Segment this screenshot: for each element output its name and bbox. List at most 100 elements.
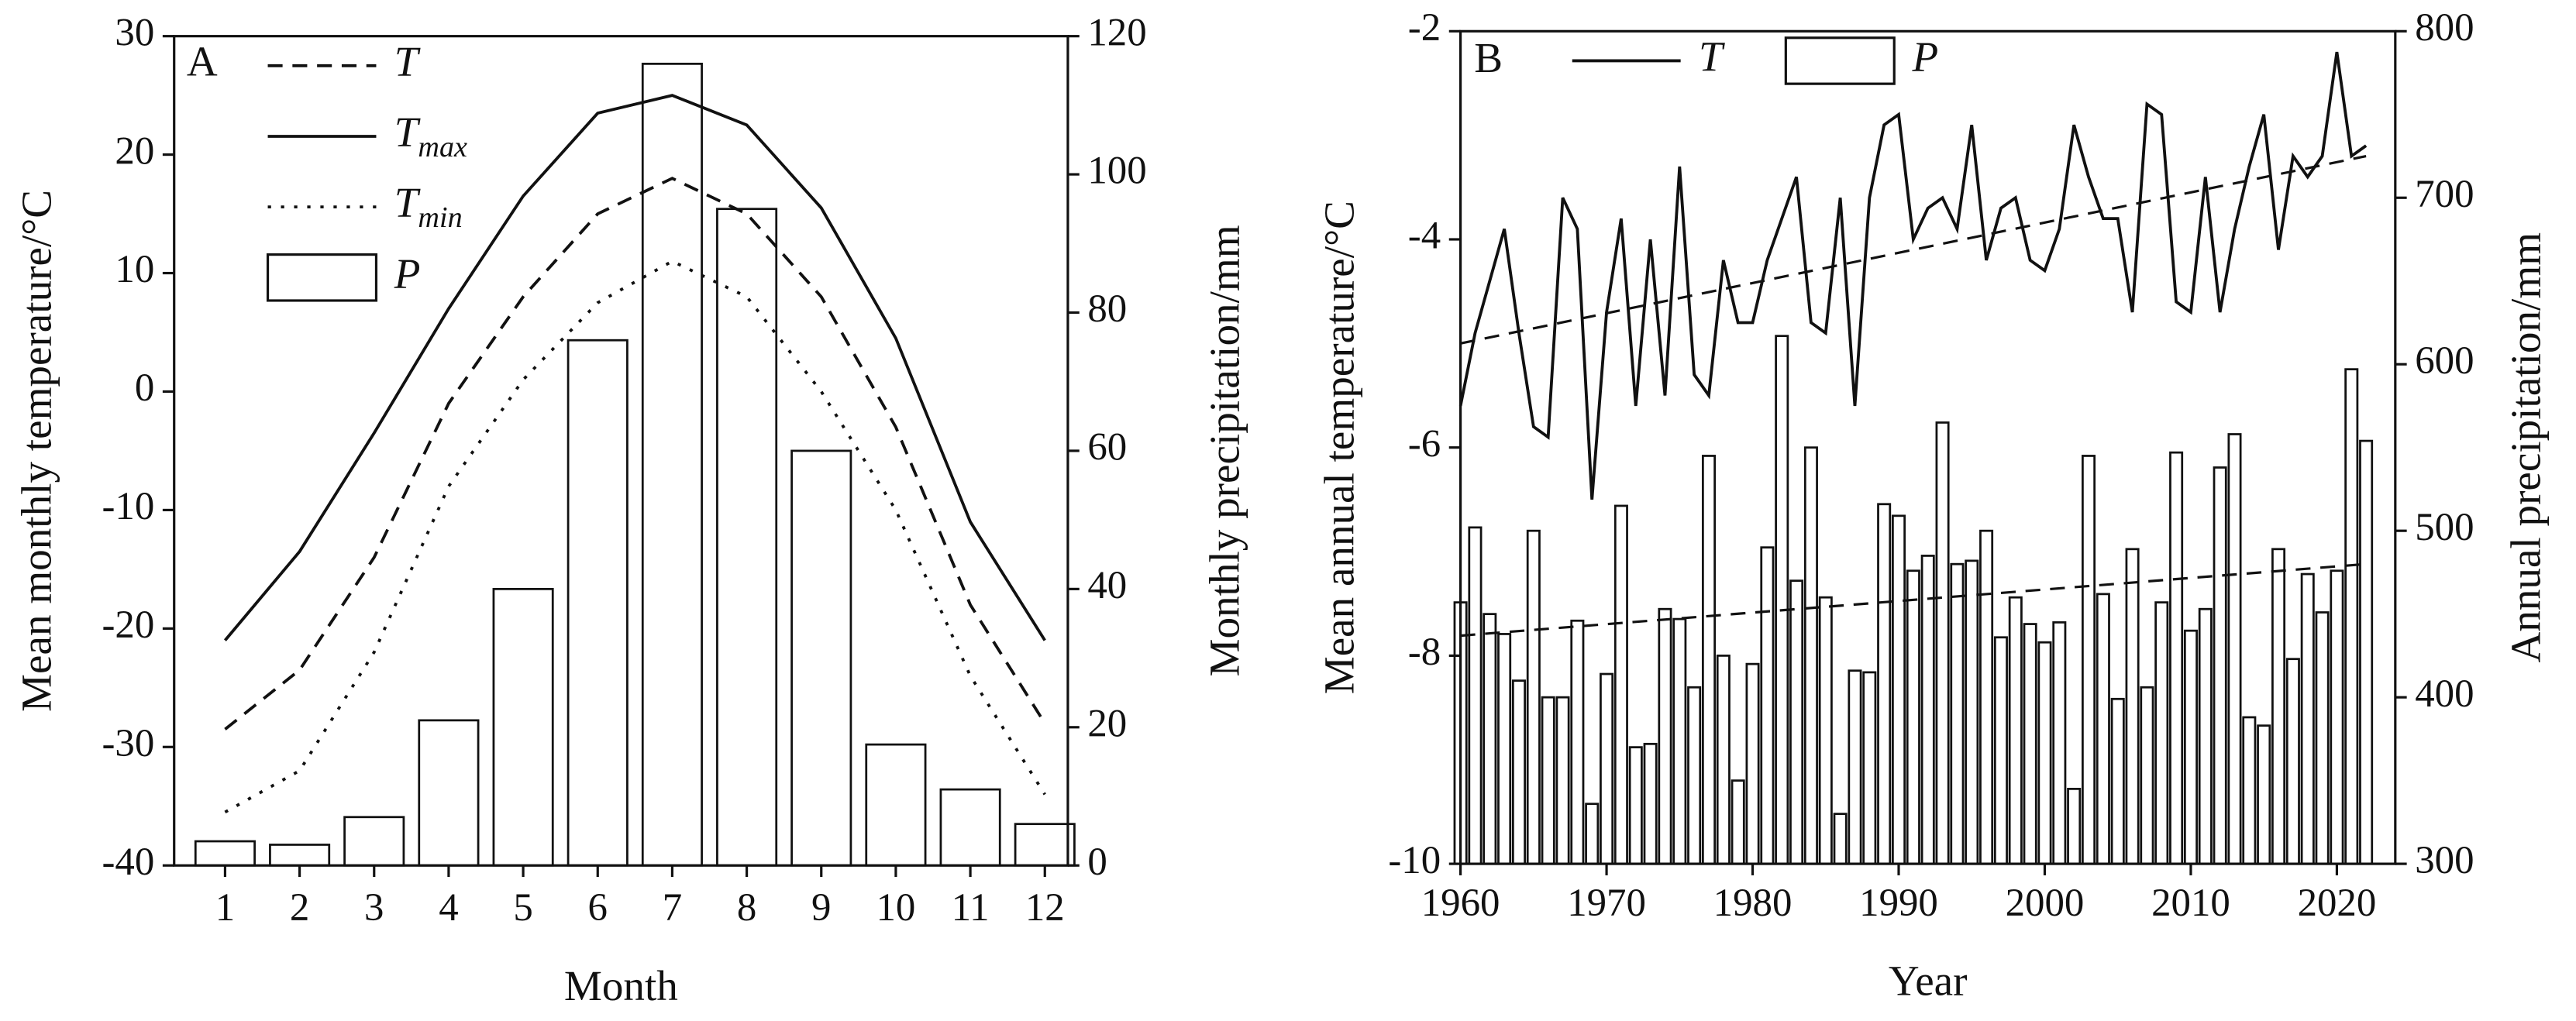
x-tick-label: 5 xyxy=(513,886,532,930)
bar xyxy=(1613,504,1628,865)
bar xyxy=(2037,641,2052,865)
bar xyxy=(1600,672,1614,865)
y2-tick-label: 800 xyxy=(2415,6,2474,50)
legend-subscript: min xyxy=(418,201,462,234)
y-tick-label: -20 xyxy=(102,603,154,647)
bar xyxy=(1818,596,1833,865)
x-tick-label: 12 xyxy=(1025,886,1065,930)
bar xyxy=(1628,746,1643,865)
x-tick-label: 2020 xyxy=(2298,882,2377,925)
y-tick-label: -10 xyxy=(1388,839,1441,882)
y2-tick-label: 80 xyxy=(1087,287,1127,331)
x-tick-label: 1960 xyxy=(1421,882,1500,925)
x-tick-label: 2010 xyxy=(2151,882,2230,925)
bar xyxy=(1993,636,2008,865)
bar xyxy=(1497,633,1512,865)
y2-tick-label: 500 xyxy=(2415,506,2474,549)
x-tick-label: 11 xyxy=(952,886,990,930)
y2-tick-label: 600 xyxy=(2415,339,2474,383)
bar xyxy=(1541,696,1555,865)
y2-axis-label: Monthly precipitation/mm xyxy=(1200,225,1248,676)
bar xyxy=(1014,823,1076,867)
y2-tick-label: 100 xyxy=(1087,150,1146,193)
y2-tick-label: 700 xyxy=(2415,173,2474,216)
bar xyxy=(2082,455,2096,865)
line xyxy=(224,260,1046,814)
bar xyxy=(2300,572,2315,865)
bar xyxy=(2285,658,2300,865)
bar xyxy=(1877,503,1892,865)
bar xyxy=(343,816,405,867)
y-axis-label: Mean annual temperature/°C xyxy=(1316,201,1363,694)
y-tick-label: -4 xyxy=(1408,215,1441,258)
bar xyxy=(1511,679,1526,865)
y-tick-label: 20 xyxy=(115,129,154,173)
bar xyxy=(2213,466,2227,865)
bar xyxy=(269,844,331,867)
bar xyxy=(2198,607,2213,865)
x-tick-label: 2 xyxy=(290,886,309,930)
y-tick-label: -40 xyxy=(102,841,154,884)
bar xyxy=(2140,686,2154,865)
bar xyxy=(1555,696,1570,865)
bar xyxy=(2242,716,2257,865)
legend-name: P xyxy=(394,249,421,297)
bar xyxy=(1789,579,1804,865)
x-tick-label: 6 xyxy=(588,886,608,930)
bar xyxy=(1891,514,1906,865)
line xyxy=(223,94,1046,641)
bar xyxy=(2096,593,2110,865)
bar xyxy=(2154,601,2169,865)
y2-tick-label: 20 xyxy=(1087,702,1127,745)
panel-label: B xyxy=(1474,34,1503,81)
bar xyxy=(2271,548,2286,865)
x-tick-label: 3 xyxy=(364,886,384,930)
y2-axis-label: Annual precipitation/mm xyxy=(2502,232,2549,663)
y-tick-label: 30 xyxy=(115,11,154,54)
panel-label: A xyxy=(187,37,218,84)
bar xyxy=(567,339,629,867)
bar xyxy=(1658,607,1672,865)
y-tick-label: 10 xyxy=(115,248,154,291)
y2-tick-label: 40 xyxy=(1087,564,1127,607)
y2-tick-label: 60 xyxy=(1087,426,1127,469)
bar xyxy=(2359,439,2374,865)
bar xyxy=(1965,559,1979,865)
y-axis-label: Mean monthly temperature/°C xyxy=(13,190,60,712)
bar xyxy=(1570,619,1585,865)
bar xyxy=(492,587,554,867)
x-tick-label: 9 xyxy=(811,886,831,930)
legend-label: P xyxy=(1912,33,1939,80)
bar xyxy=(1833,813,1848,865)
x-tick-label: 2000 xyxy=(2006,882,2085,925)
legend-label: Tmin xyxy=(394,179,463,234)
bar xyxy=(2183,629,2198,865)
line xyxy=(1458,51,2368,500)
legend-subscript: max xyxy=(418,131,467,163)
bar xyxy=(1585,803,1600,865)
bar xyxy=(716,208,778,867)
bar xyxy=(1935,421,1950,865)
bar xyxy=(2067,787,2082,865)
y2-tick-label: 0 xyxy=(1087,841,1107,884)
legend-label: P xyxy=(394,249,421,297)
bar xyxy=(2344,368,2359,865)
bar xyxy=(1775,335,1789,865)
bar xyxy=(1483,613,1497,865)
bar xyxy=(2008,596,2023,865)
bar xyxy=(1760,546,1775,865)
x-tick-label: 1970 xyxy=(1567,882,1646,925)
bar xyxy=(1920,555,1935,865)
x-tick-label: 10 xyxy=(876,886,915,930)
x-tick-label: 8 xyxy=(737,886,756,930)
x-axis-label: Month xyxy=(564,962,678,1009)
bar xyxy=(418,719,480,867)
legend-swatch xyxy=(266,253,378,302)
bar xyxy=(2110,697,2125,865)
bar xyxy=(1906,569,1920,865)
bar xyxy=(2023,623,2037,865)
bar xyxy=(1979,529,1994,865)
bar xyxy=(939,788,1001,867)
bar xyxy=(1468,526,1483,865)
